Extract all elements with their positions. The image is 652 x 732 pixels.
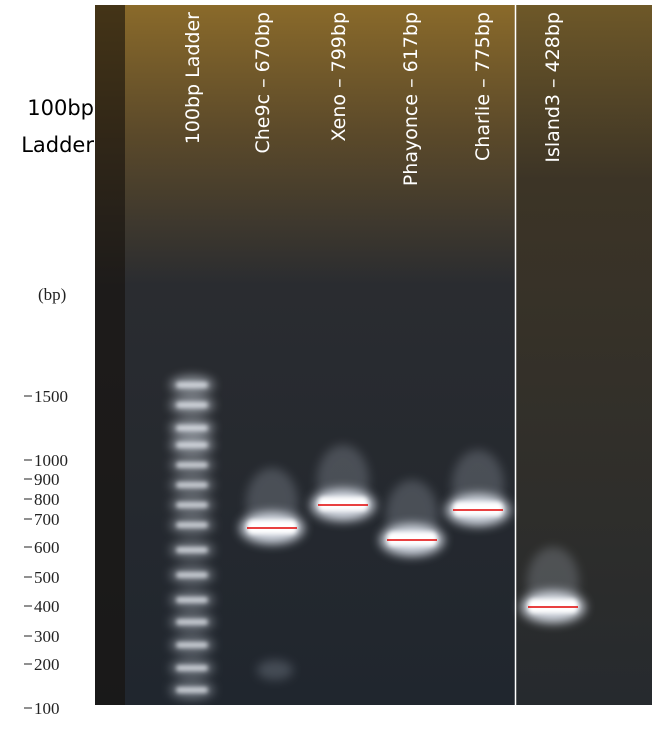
scale-tick: 900 — [34, 470, 60, 489]
scale-unit: (bp) — [38, 285, 66, 304]
band-core — [528, 599, 578, 613]
ladder-band — [176, 425, 208, 431]
lane-label: 100bp Ladder — [182, 12, 204, 144]
scale-tick: 200 — [34, 655, 60, 674]
scale-tick: 500 — [34, 568, 60, 587]
gel-main — [95, 5, 515, 705]
lane-label: Xeno – 799bp — [328, 12, 350, 141]
band-core — [247, 520, 297, 534]
scale-tick: 700 — [34, 510, 60, 529]
ladder-band — [176, 502, 208, 508]
scale-tick: 1500 — [34, 387, 68, 406]
lane-label: Island3 – 428bp — [542, 12, 564, 163]
ladder-band — [176, 687, 208, 693]
scale-tick: 800 — [34, 490, 60, 509]
ladder-band — [176, 572, 208, 578]
gel-edge — [95, 5, 125, 705]
ladder-band — [176, 547, 208, 553]
side-label: Ladder — [21, 133, 94, 157]
band-core — [318, 497, 368, 511]
ladder-band — [176, 462, 208, 468]
ladder-band — [176, 619, 208, 625]
page: {"side_label": ["100bp", "Ladder"], "sca… — [0, 0, 652, 732]
scale-tick: 400 — [34, 597, 60, 616]
lane-label: Phayonce – 617bp — [400, 12, 422, 186]
lane-label: Che9c – 670bp — [252, 12, 274, 154]
band-core — [453, 502, 503, 516]
scale-tick: 600 — [34, 538, 60, 557]
ladder-band — [176, 522, 208, 528]
ladder-band — [176, 597, 208, 603]
band-core — [387, 532, 437, 546]
ladder-band — [176, 382, 208, 388]
gel-figure: 100bp Ladder (bp) 1500 1000900800700 600 500 40… — [0, 0, 652, 732]
scale-tick: 300 — [34, 627, 60, 646]
side-label: 100bp — [27, 96, 94, 120]
lane-label: Charlie – 775bp — [472, 12, 494, 161]
ladder-band — [176, 482, 208, 488]
ladder-band — [176, 665, 208, 671]
faint-spot — [257, 660, 293, 680]
ladder-band — [176, 642, 208, 648]
scale-tick: 1000 — [34, 451, 68, 470]
scale-tick: 100 — [34, 699, 60, 718]
ladder-band — [176, 442, 208, 448]
ladder-band — [176, 402, 208, 408]
